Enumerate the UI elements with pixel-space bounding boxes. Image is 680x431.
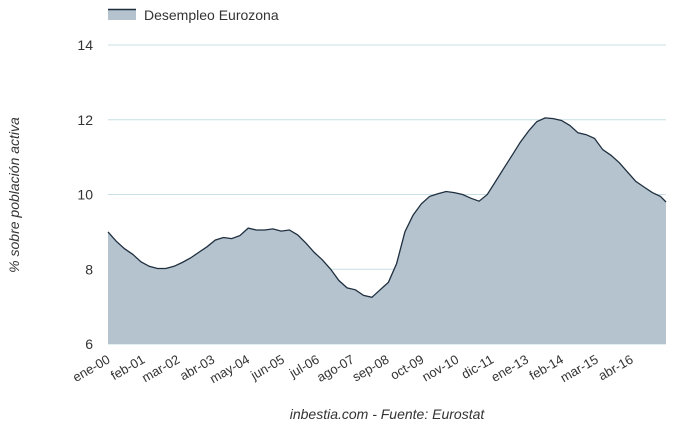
x-tick-label: ene-13 (488, 352, 531, 385)
x-tick-label: oct-09 (388, 352, 427, 383)
x-tick-label: feb-01 (108, 352, 147, 383)
y-tick-label: 10 (77, 187, 93, 203)
x-tick-label: jun-05 (247, 352, 287, 384)
legend[interactable]: Desempleo Eurozona (108, 7, 279, 23)
x-tick-label: nov-10 (419, 352, 461, 385)
x-axis-label: inbestia.com - Fuente: Eurostat (290, 406, 486, 422)
x-tick-label: sep-08 (350, 352, 392, 385)
y-axis-label: % sobre población activa (6, 117, 22, 273)
series-line (107, 117, 667, 299)
y-tick-label: 12 (77, 112, 93, 128)
x-tick-label: abr-16 (596, 352, 636, 384)
y-tick-label: 6 (85, 336, 93, 352)
x-tick-label: mar-02 (139, 352, 182, 386)
x-tick-label: mar-15 (558, 352, 601, 386)
x-tick-label: ago-07 (314, 352, 357, 385)
y-axis-ticks: 6 8 10 12 14 (77, 37, 93, 352)
x-tick-label: may-04 (207, 352, 252, 387)
y-tick-label: 14 (77, 37, 93, 53)
x-tick-label: ene-00 (70, 352, 113, 385)
series-area (108, 117, 666, 345)
legend-swatch (108, 9, 136, 20)
legend-label: Desempleo Eurozona (144, 7, 279, 23)
y-tick-label: 8 (85, 261, 93, 277)
x-tick-label: feb-14 (526, 352, 565, 383)
